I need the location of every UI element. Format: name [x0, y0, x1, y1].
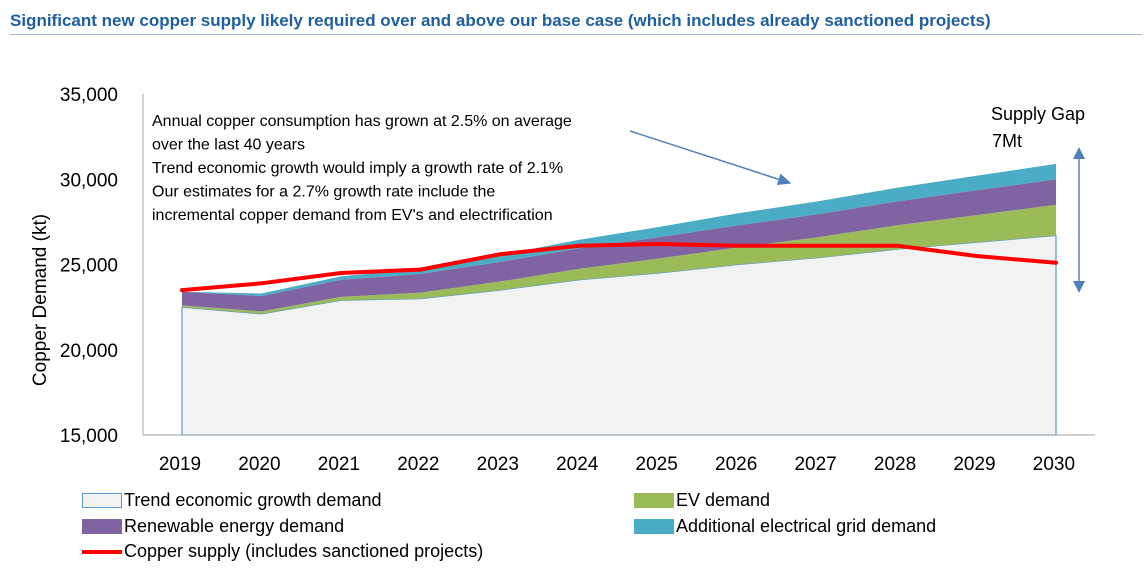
y-tick-label: 25,000: [60, 256, 118, 277]
x-tick-label: 2019: [159, 454, 201, 475]
chart-title: Significant new copper supply likely req…: [10, 11, 991, 30]
axes: 15,000 20,000 25,000 30,000 35,000 2019 2020 20…: [30, 85, 1095, 475]
x-tick-label: 2024: [556, 454, 599, 475]
x-tick-label: 2022: [397, 454, 439, 475]
x-tick-label: 2023: [477, 454, 519, 475]
supply-gap-value: 7Mt: [992, 131, 1022, 151]
annotation-text-line: Trend economic growth would imply a grow…: [152, 160, 563, 177]
copper-supply-line: [180, 242, 1058, 293]
x-tick-label: 2028: [874, 454, 916, 475]
title-divider: [10, 34, 1142, 35]
area-series-3: [182, 163, 1056, 296]
x-tick-label: 2026: [715, 454, 757, 475]
annotation-text-line: incremental copper demand from EV's and …: [152, 207, 553, 224]
x-tick-label: 2030: [1033, 454, 1075, 475]
supply-gap-arrowhead-down: [1073, 281, 1085, 293]
annotation-text-line: over the last 40 years: [152, 137, 305, 154]
stacked-areas: [181, 163, 1057, 436]
supply-gap-arrowhead-up: [1073, 147, 1085, 159]
x-tick-label: 2027: [794, 454, 836, 475]
y-tick-label: 35,000: [60, 85, 118, 106]
y-axis-title: Copper Demand (kt): [30, 214, 51, 386]
x-tick-label: 2025: [636, 454, 678, 475]
x-tick-label: 2021: [318, 454, 360, 475]
x-tick-label: 2029: [953, 454, 995, 475]
annotations: Annual copper consumption has grown at 2…: [152, 104, 1085, 293]
x-tick-label: 2020: [238, 454, 280, 475]
y-tick-label: 15,000: [60, 426, 118, 447]
supply-gap-label: Supply Gap: [991, 104, 1085, 124]
annotation-text-line: Our estimates for a 2.7% growth rate inc…: [152, 184, 495, 201]
y-tick-label: 30,000: [60, 170, 118, 191]
y-tick-label: 20,000: [60, 341, 118, 362]
annotation-text-line: Annual copper consumption has grown at 2…: [152, 113, 572, 130]
supply-line-layer: [180, 242, 1058, 293]
annotation-arrow: [629, 130, 792, 185]
